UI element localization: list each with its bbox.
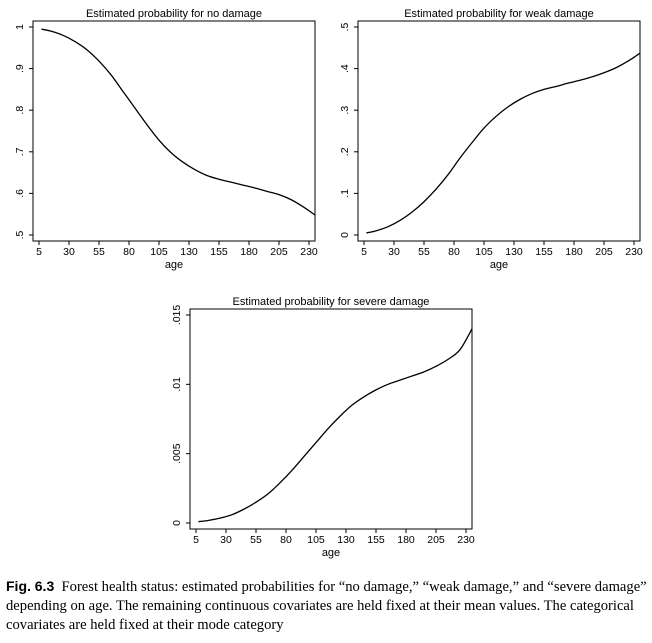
chart-title: Estimated probability for severe damage	[233, 296, 430, 308]
x-tick-label: 155	[367, 534, 385, 546]
chart-panel-severe-damage: Estimated probability for severe damage 5…	[171, 296, 475, 559]
x-axis-label: age	[165, 259, 183, 271]
y-tick-label: .015	[171, 305, 183, 326]
y-tick-label: .1	[339, 189, 351, 198]
x-tick-label: 5	[193, 534, 199, 546]
y-tick-label: 1	[14, 24, 26, 30]
figure-caption-text: Forest health status: estimated probabil…	[6, 579, 647, 633]
x-tick-label: 205	[270, 246, 288, 258]
x-tick-label: 130	[505, 246, 523, 258]
x-axis-label: age	[322, 547, 340, 559]
x-tick-label: 205	[595, 246, 613, 258]
x-tick-label: 30	[388, 246, 400, 258]
x-tick-label: 30	[220, 534, 232, 546]
figure-label: Fig. 6.3	[6, 578, 55, 594]
x-axis-label: age	[490, 259, 508, 271]
plot-frame	[32, 20, 316, 242]
chart-panel-no-damage: Estimated probability for no damage 5 30 55…	[14, 8, 318, 271]
x-tick-label: 55	[250, 534, 262, 546]
x-tick-label: 130	[337, 534, 355, 546]
x-tick-label: 230	[457, 534, 475, 546]
x-tick-label: 230	[625, 246, 643, 258]
x-tick-label: 180	[240, 246, 258, 258]
plot-frame	[357, 20, 641, 242]
y-tick-label: .3	[339, 106, 351, 115]
figure-caption: Fig. 6.3 Forest health status: estimated…	[6, 577, 648, 635]
x-tick-label: 105	[150, 246, 168, 258]
probability-curve-severe-damage	[198, 328, 473, 523]
y-tick-label: .4	[339, 64, 351, 73]
x-tick-label: 180	[397, 534, 415, 546]
plot-frame	[189, 308, 473, 530]
x-tick-label: 205	[427, 534, 445, 546]
x-tick-label: 55	[93, 246, 105, 258]
x-tick-label: 80	[123, 246, 135, 258]
y-tick-label: .8	[14, 106, 26, 115]
y-tick-label: .5	[14, 230, 26, 239]
probability-curve-weak-damage	[366, 52, 641, 234]
x-tick-label: 5	[361, 246, 367, 258]
y-tick-label: .5	[339, 22, 351, 31]
chart-panel-weak-damage: Estimated probability for weak damage 5 30…	[339, 8, 643, 271]
x-tick-label: 105	[475, 246, 493, 258]
y-tick-label: .6	[14, 189, 26, 198]
x-tick-label: 105	[307, 534, 325, 546]
x-tick-label: 155	[535, 246, 553, 258]
chart-title: Estimated probability for no damage	[86, 8, 262, 20]
y-tick-label: .2	[339, 147, 351, 156]
x-tick-label: 130	[180, 246, 198, 258]
x-tick-label: 55	[418, 246, 430, 258]
x-tick-label: 5	[36, 246, 42, 258]
y-tick-label: .005	[171, 443, 183, 464]
y-tick-label: .7	[14, 147, 26, 156]
chart-title: Estimated probability for weak damage	[404, 8, 594, 20]
y-tick-label: .9	[14, 64, 26, 73]
x-tick-label: 30	[63, 246, 75, 258]
x-tick-label: 80	[448, 246, 460, 258]
probability-curve-no-damage	[41, 28, 316, 216]
x-tick-label: 230	[300, 246, 318, 258]
x-tick-label: 155	[210, 246, 228, 258]
x-tick-label: 180	[565, 246, 583, 258]
x-tick-label: 80	[280, 534, 292, 546]
y-tick-label: 0	[339, 232, 351, 238]
y-tick-label: 0	[171, 520, 183, 526]
y-tick-label: .01	[171, 377, 183, 392]
